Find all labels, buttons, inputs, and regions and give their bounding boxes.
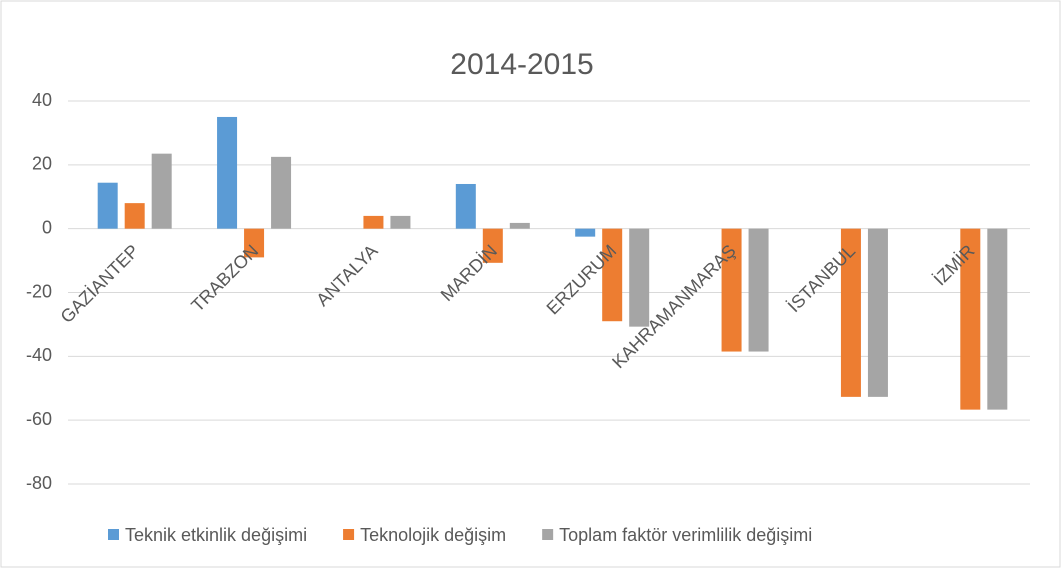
legend-label: Teknik etkinlik değişimi: [125, 525, 307, 545]
bar: [97, 182, 118, 229]
bar: [960, 228, 981, 410]
bar: [217, 116, 238, 229]
bar: [748, 228, 769, 352]
legend-swatch: [343, 529, 355, 540]
bar: [151, 153, 172, 229]
y-tick-label: 40: [32, 90, 52, 110]
bar: [575, 228, 596, 237]
y-tick-label: -60: [26, 409, 52, 429]
bar: [840, 228, 861, 397]
legend-swatch: [542, 529, 554, 540]
y-tick-label: -20: [26, 281, 52, 301]
bar: [455, 183, 476, 229]
bar: [482, 228, 503, 263]
bar: [124, 203, 145, 229]
bar: [363, 215, 384, 229]
legend-label: Toplam faktör verimlilik değişimi: [559, 525, 812, 545]
legend-swatch: [108, 529, 119, 540]
y-tick-label: -80: [26, 473, 52, 493]
bar: [602, 228, 623, 322]
y-tick-label: 20: [32, 154, 52, 174]
bar: [867, 228, 888, 397]
bar: [987, 228, 1008, 410]
y-tick-label: -40: [26, 345, 52, 365]
legend-label: Teknolojik değişim: [360, 525, 506, 545]
bar: [509, 222, 530, 229]
y-tick-label: 0: [42, 217, 52, 237]
bar: [271, 156, 292, 229]
bar: [390, 215, 411, 229]
bar: [721, 228, 742, 352]
bar: [629, 228, 650, 327]
chart-title: 2014-2015: [450, 48, 593, 81]
bar: [244, 228, 265, 258]
